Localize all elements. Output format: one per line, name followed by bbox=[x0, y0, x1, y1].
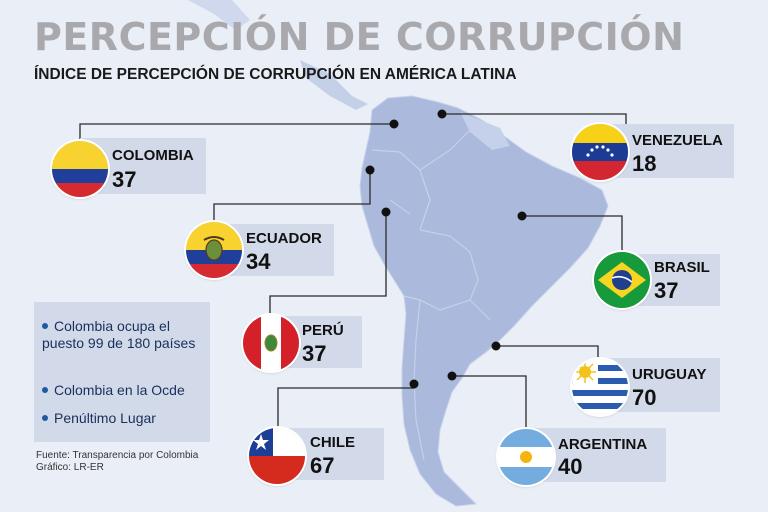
country-score: 40 bbox=[558, 454, 583, 479]
country-score: 70 bbox=[632, 385, 657, 410]
argentina-flag-icon bbox=[498, 429, 554, 485]
guianas-shape bbox=[460, 112, 510, 150]
location-dots bbox=[365, 109, 527, 389]
graphic-credit: Gráfico: LR-ER bbox=[36, 462, 104, 473]
country-score: 37 bbox=[654, 278, 679, 303]
uruguay-flag-icon bbox=[572, 359, 628, 415]
country-score: 18 bbox=[632, 151, 657, 176]
central-america-shape bbox=[188, 0, 250, 30]
venezuela-flag-icon bbox=[572, 124, 628, 180]
page-title: PERCEPCIÓN DE CORRUPCIÓN bbox=[34, 15, 685, 59]
ecuador-flag-icon bbox=[186, 222, 242, 278]
country-name: PERÚ bbox=[302, 322, 344, 339]
page-subtitle: ÍNDICE DE PERCEPCIÓN DE CORRUPCIÓN EN AM… bbox=[34, 66, 517, 83]
footer: Fuente: Transparencia por Colombia Gráfi… bbox=[36, 450, 198, 474]
country-score: 34 bbox=[246, 249, 271, 274]
country-name: VENEZUELA bbox=[632, 132, 723, 149]
country-name: ECUADOR bbox=[246, 230, 322, 247]
country-score: 37 bbox=[112, 167, 137, 192]
bullet-icon bbox=[42, 415, 48, 421]
country-score: 67 bbox=[310, 453, 335, 478]
country-name: ARGENTINA bbox=[558, 436, 648, 453]
country-name: CHILE bbox=[310, 434, 355, 451]
country-name: COLOMBIA bbox=[112, 147, 194, 164]
chile-flag-icon bbox=[249, 428, 305, 484]
colombia-flag-icon bbox=[52, 141, 108, 197]
bullet-icon bbox=[42, 387, 48, 393]
source-text: Fuente: Transparencia por Colombia bbox=[36, 450, 199, 461]
peru-flag-icon bbox=[243, 315, 299, 371]
info-item: Penúltimo Lugar bbox=[42, 410, 202, 427]
continent-shape bbox=[359, 95, 609, 507]
brazil-flag-icon bbox=[594, 252, 650, 308]
isthmus-shape bbox=[300, 60, 368, 110]
bullet-icon bbox=[42, 323, 48, 329]
country-name: BRASIL bbox=[654, 259, 710, 276]
info-box: Colombia ocupa el puesto 99 de 180 paíse… bbox=[34, 302, 210, 442]
info-item: Colombia ocupa el puesto 99 de 180 paíse… bbox=[42, 318, 196, 351]
country-name: URUGUAY bbox=[632, 366, 707, 383]
country-score: 37 bbox=[302, 341, 327, 366]
info-item: Colombia en la Ocde bbox=[42, 382, 212, 399]
